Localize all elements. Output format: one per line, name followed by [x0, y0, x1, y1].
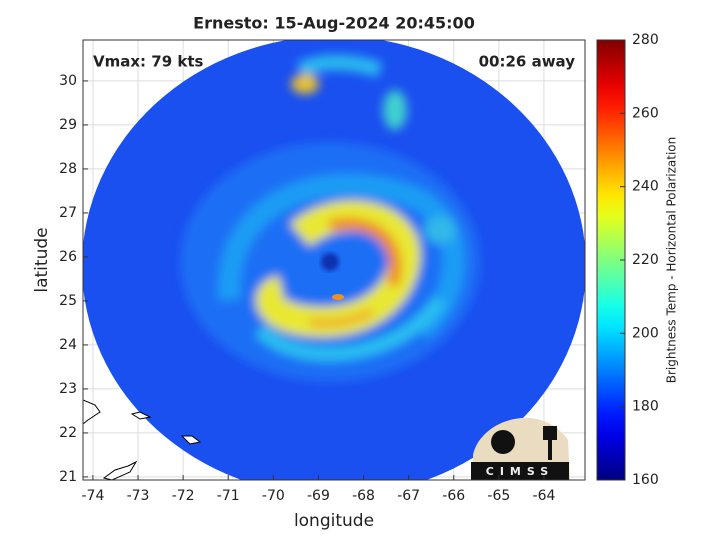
y-tick-label: 28 [59, 161, 77, 177]
x-tick-label: -69 [307, 488, 330, 504]
image-field [83, 40, 585, 480]
colorbar-tick-label: 160 [632, 472, 659, 488]
x-tick-label: -70 [262, 488, 285, 504]
colorbar-tick-label: 180 [632, 399, 659, 415]
chart-title: Ernesto: 15-Aug-2024 20:45:00 [193, 14, 475, 33]
x-tick-label: -64 [533, 488, 556, 504]
x-tick-label: -66 [442, 488, 465, 504]
x-tick-label: -67 [397, 488, 420, 504]
colorbar-tick-label: 220 [632, 252, 659, 268]
ticks: -74 -73 -72 -71 -70 -69 -68 -67 -66 -65 -64 21 22 23 2… [59, 73, 555, 504]
annotation: Vmax: 79 kts [93, 53, 203, 71]
colorbar-tick-label: 280 [632, 32, 659, 48]
x-tick-label: -71 [217, 488, 240, 504]
x-tick-label: -73 [127, 488, 150, 504]
plot-frame [82, 39, 586, 481]
y-axis-label: latitude [32, 227, 52, 292]
colorbar-tick-label: 260 [632, 105, 659, 121]
x-tick-label: -65 [487, 488, 510, 504]
colorbar-tick-label: 240 [632, 179, 659, 195]
y-tick-label: 25 [59, 293, 77, 309]
y-tick-label: 21 [59, 469, 77, 485]
y-tick-label: 27 [59, 205, 77, 221]
colorbar-label: Brightness Temp - Horizontal Polarizatio… [665, 137, 679, 384]
y-tick-label: 24 [59, 337, 77, 353]
y-tick-label: 30 [59, 73, 77, 89]
x-axis-label: longitude [294, 511, 374, 531]
y-tick-label: 26 [59, 249, 77, 265]
y-tick-label: 22 [59, 425, 77, 441]
y-tick-label: 29 [59, 117, 77, 133]
x-tick-label: -74 [81, 488, 104, 504]
y-tick-label: 23 [59, 381, 77, 397]
annotation: 00:26 away [479, 53, 576, 71]
x-tick-label: -68 [352, 488, 375, 504]
colorbar-tick-label: 200 [632, 325, 659, 341]
x-tick-label: -72 [172, 488, 195, 504]
logo-text: CIMSS [486, 465, 554, 478]
